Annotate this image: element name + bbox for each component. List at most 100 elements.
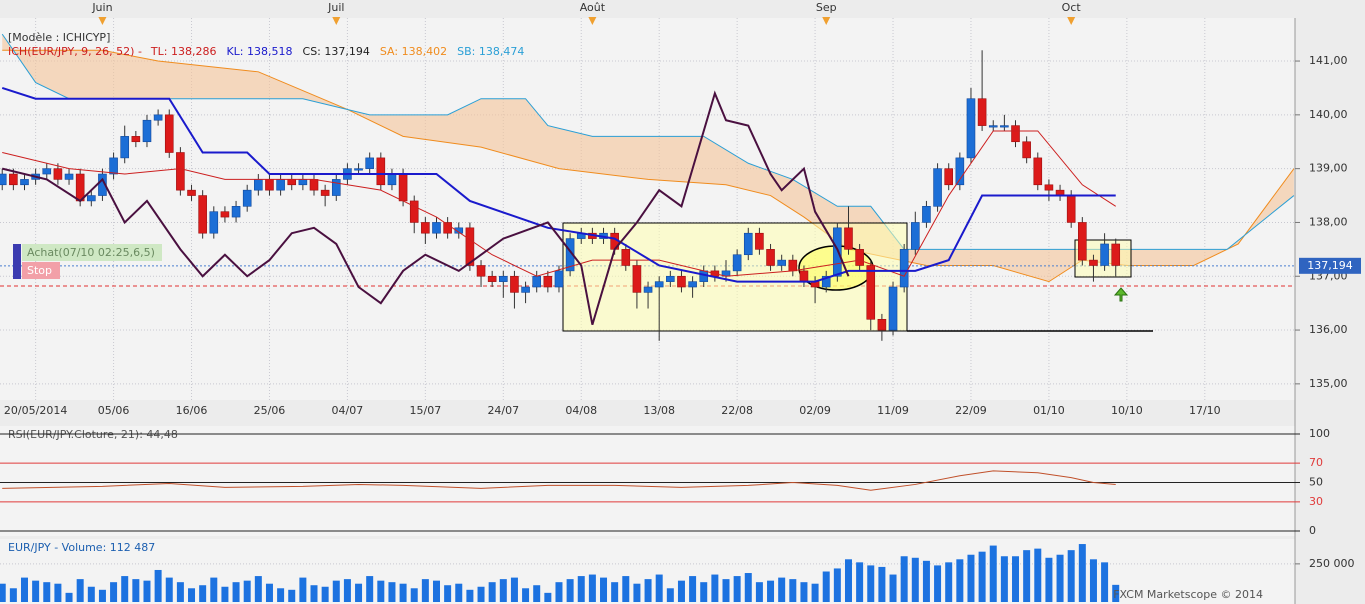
candle-body	[487, 275, 497, 282]
month-label: Juil	[327, 1, 344, 14]
indicator-value: SB: 138,474	[457, 45, 524, 58]
y-tick-label: 136,00	[1309, 323, 1348, 336]
volume-bar	[889, 574, 897, 602]
volume-bar	[510, 577, 518, 602]
volume-bar	[288, 589, 296, 602]
x-tick-label: 22/08	[721, 404, 753, 417]
volume-bar	[956, 559, 964, 602]
volume-bar	[9, 588, 17, 602]
order-marker	[13, 244, 21, 279]
volume-bar	[722, 579, 730, 602]
volume-bar	[321, 586, 329, 602]
candle-body	[0, 173, 7, 186]
candle-body	[87, 195, 96, 202]
candle-body	[20, 179, 29, 186]
candle-body	[1033, 157, 1043, 186]
candle-body	[209, 211, 219, 234]
rsi-tick-label: 50	[1309, 476, 1323, 489]
volume-bar	[677, 580, 685, 602]
candle-body	[465, 227, 475, 266]
volume-bar	[43, 582, 51, 602]
candle-body	[376, 157, 386, 186]
candle-body	[877, 318, 887, 331]
volume-bar	[522, 588, 530, 602]
volume-bar	[1089, 559, 1097, 602]
volume-bar	[410, 588, 418, 602]
indicator-line	[1, 86, 1116, 283]
volume-bar	[87, 586, 95, 602]
volume-bar	[1045, 557, 1053, 602]
volume-bar	[733, 576, 741, 602]
volume-bar	[343, 579, 351, 602]
volume-bar	[265, 583, 273, 602]
candle-body	[899, 249, 909, 288]
ichimoku-cloud	[2, 34, 1294, 282]
rsi-plot	[0, 426, 1295, 536]
candle-body	[799, 270, 809, 282]
candle-body	[543, 275, 553, 288]
indicator-value: CS: 137,194	[303, 45, 370, 58]
volume-bar	[377, 580, 385, 602]
volume-bar	[934, 565, 942, 602]
order-label: Stop	[27, 264, 52, 277]
month-label: Juin	[91, 1, 112, 14]
rsi-tick-label: 100	[1309, 427, 1330, 440]
volume-bar	[633, 583, 641, 602]
month-label: Oct	[1062, 1, 1082, 14]
month-marker	[588, 17, 597, 25]
candle-body	[98, 173, 107, 196]
month-marker	[822, 17, 831, 25]
candle-body	[398, 173, 408, 202]
volume-bar	[856, 562, 864, 602]
candle-body	[654, 281, 664, 288]
candle-body	[955, 157, 965, 186]
x-tick-label: 13/08	[643, 404, 675, 417]
volume-bar	[388, 582, 396, 602]
candle-body	[220, 211, 230, 218]
indicator-line	[1, 33, 1295, 250]
candle-body	[766, 249, 775, 266]
candle-body	[933, 168, 942, 207]
y-tick-label: 141,00	[1309, 54, 1348, 67]
buy-arrow	[1113, 287, 1129, 302]
volume-bar	[32, 580, 40, 602]
candle-body	[966, 98, 976, 159]
volume-bar	[110, 582, 118, 602]
candle-body	[1111, 243, 1121, 266]
candle-body	[499, 275, 508, 282]
indicator-value: ICH(EUR/JPY, 9, 26, 52) -	[8, 45, 142, 58]
footer: FXCM Marketscope © 2014	[1113, 588, 1263, 601]
candle-body	[432, 222, 441, 234]
indicator-line	[2, 470, 1116, 491]
candle-body	[387, 173, 397, 186]
candle-body	[554, 270, 564, 288]
indicator-value: TL: 138,286	[150, 45, 217, 58]
volume-bar	[689, 576, 697, 602]
candle-body	[910, 222, 920, 250]
x-tick-label: 01/10	[1033, 404, 1065, 417]
volume-bar	[767, 580, 775, 602]
candle-body	[922, 206, 931, 223]
candle-body	[64, 173, 74, 180]
volume-bar	[778, 577, 786, 602]
candle-body	[510, 275, 519, 293]
candle-layer	[0, 50, 1121, 341]
volume-bar	[878, 566, 886, 602]
volume-bar	[355, 583, 363, 602]
volume-bar	[254, 576, 262, 602]
y-tick-label: 139,00	[1309, 162, 1348, 175]
volume-bar	[98, 589, 106, 602]
candle-body	[988, 125, 998, 128]
candle-body	[1066, 195, 1076, 223]
volume-bar	[366, 576, 374, 602]
volume-bar	[967, 554, 975, 602]
volume-bar	[154, 569, 162, 602]
candle-body	[187, 189, 196, 196]
x-tick-label: 16/06	[176, 404, 208, 417]
volume-bar	[700, 582, 708, 602]
volume-bar	[188, 588, 196, 602]
y-tick-label: 138,00	[1309, 215, 1348, 228]
candle-body	[1022, 141, 1031, 159]
y-tick-label: 140,00	[1309, 108, 1348, 121]
